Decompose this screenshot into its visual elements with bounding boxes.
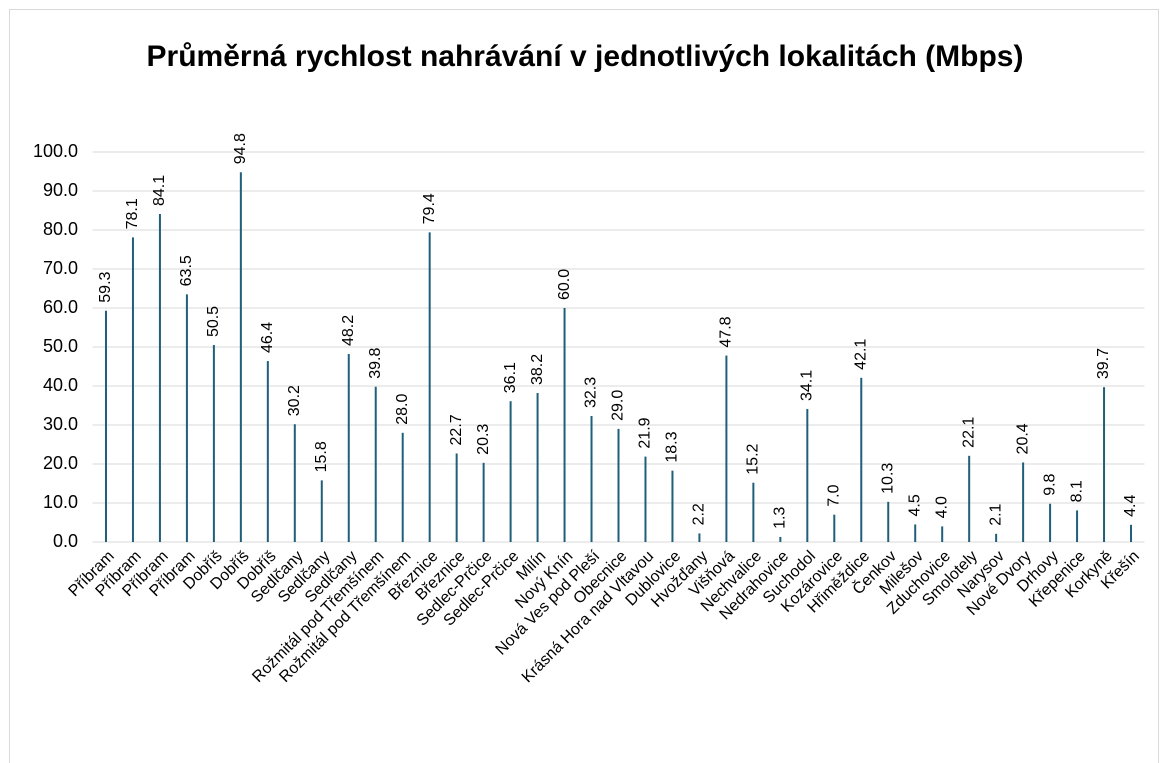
y-tick-label: 50.0 bbox=[43, 336, 78, 356]
y-tick-label: 60.0 bbox=[43, 297, 78, 317]
data-label: 4.5 bbox=[906, 494, 923, 516]
bar bbox=[698, 533, 701, 542]
data-label: 20.3 bbox=[475, 424, 492, 455]
bar bbox=[212, 345, 215, 542]
data-label: 4.4 bbox=[1122, 494, 1139, 516]
y-tick-label: 10.0 bbox=[43, 492, 78, 512]
bar bbox=[1103, 387, 1106, 542]
y-tick-label: 20.0 bbox=[43, 453, 78, 473]
bar bbox=[185, 294, 188, 542]
bar bbox=[860, 377, 863, 542]
data-label: 60.0 bbox=[556, 269, 573, 300]
data-label: 1.3 bbox=[772, 507, 789, 529]
data-label: 28.0 bbox=[394, 394, 411, 425]
data-label: 22.1 bbox=[960, 417, 977, 448]
data-label: 36.1 bbox=[502, 362, 519, 393]
bar bbox=[995, 533, 998, 542]
data-label: 46.4 bbox=[259, 322, 276, 353]
y-tick-label: 0.0 bbox=[53, 531, 78, 551]
bar bbox=[131, 237, 134, 542]
data-label: 84.1 bbox=[151, 175, 168, 206]
bar bbox=[1076, 510, 1079, 542]
data-label: 10.3 bbox=[879, 463, 896, 494]
bar bbox=[806, 409, 809, 542]
data-label: 79.4 bbox=[421, 193, 438, 224]
data-label: 38.2 bbox=[529, 354, 546, 385]
data-label: 78.1 bbox=[124, 198, 141, 229]
bar bbox=[887, 501, 890, 542]
data-label: 50.5 bbox=[205, 306, 222, 337]
bar bbox=[1049, 503, 1052, 542]
data-label: 47.8 bbox=[718, 316, 735, 347]
y-tick-label: 40.0 bbox=[43, 375, 78, 395]
bar bbox=[374, 386, 377, 542]
bar bbox=[752, 482, 755, 542]
bar bbox=[428, 232, 431, 542]
bar bbox=[1022, 462, 1025, 542]
bar bbox=[104, 310, 107, 542]
data-label: 18.3 bbox=[664, 431, 681, 462]
bar bbox=[779, 536, 782, 542]
bar bbox=[266, 361, 269, 542]
data-label: 63.5 bbox=[178, 255, 195, 286]
bar bbox=[1130, 524, 1133, 542]
data-label: 39.8 bbox=[367, 348, 384, 379]
data-label: 59.3 bbox=[97, 271, 114, 302]
data-label: 2.2 bbox=[691, 503, 708, 525]
data-label: 20.4 bbox=[1014, 423, 1031, 454]
data-label: 22.7 bbox=[448, 414, 465, 445]
bar bbox=[941, 526, 944, 542]
data-label: 9.8 bbox=[1041, 473, 1058, 495]
data-label: 15.2 bbox=[745, 443, 762, 474]
bar bbox=[239, 172, 242, 542]
bar bbox=[590, 416, 593, 542]
bar bbox=[563, 308, 566, 542]
data-label: 30.2 bbox=[286, 385, 303, 416]
data-label: 48.2 bbox=[340, 315, 357, 346]
y-tick-label: 30.0 bbox=[43, 414, 78, 434]
data-label: 7.0 bbox=[826, 484, 843, 506]
bar bbox=[536, 393, 539, 542]
data-label: 32.3 bbox=[583, 377, 600, 408]
bar bbox=[644, 456, 647, 542]
data-label: 21.9 bbox=[637, 417, 654, 448]
bar bbox=[401, 432, 404, 542]
y-tick-label: 80.0 bbox=[43, 219, 78, 239]
bar bbox=[455, 453, 458, 542]
y-tick-label: 70.0 bbox=[43, 258, 78, 278]
bar bbox=[671, 470, 674, 542]
y-tick-label: 100.0 bbox=[33, 141, 78, 161]
data-label: 4.0 bbox=[933, 496, 950, 518]
chart-title: Průměrná rychlost nahrávání v jednotlivý… bbox=[146, 40, 1024, 73]
data-label: 94.8 bbox=[232, 133, 249, 164]
bar bbox=[293, 424, 296, 542]
bar bbox=[617, 428, 620, 542]
data-label: 39.7 bbox=[1095, 348, 1112, 379]
bar bbox=[347, 354, 350, 542]
bar bbox=[509, 401, 512, 542]
bar bbox=[833, 514, 836, 542]
y-tick-label: 90.0 bbox=[43, 180, 78, 200]
bar bbox=[482, 462, 485, 542]
bar bbox=[725, 355, 728, 542]
bar bbox=[158, 214, 161, 542]
bar bbox=[914, 524, 917, 542]
data-label: 34.1 bbox=[799, 370, 816, 401]
data-label: 8.1 bbox=[1068, 480, 1085, 502]
chart-frame bbox=[9, 9, 1159, 763]
data-label: 29.0 bbox=[610, 390, 627, 421]
data-label: 15.8 bbox=[313, 441, 330, 472]
bar bbox=[320, 480, 323, 542]
data-label: 42.1 bbox=[852, 339, 869, 370]
bar bbox=[968, 455, 971, 542]
data-label: 2.1 bbox=[987, 503, 1004, 525]
